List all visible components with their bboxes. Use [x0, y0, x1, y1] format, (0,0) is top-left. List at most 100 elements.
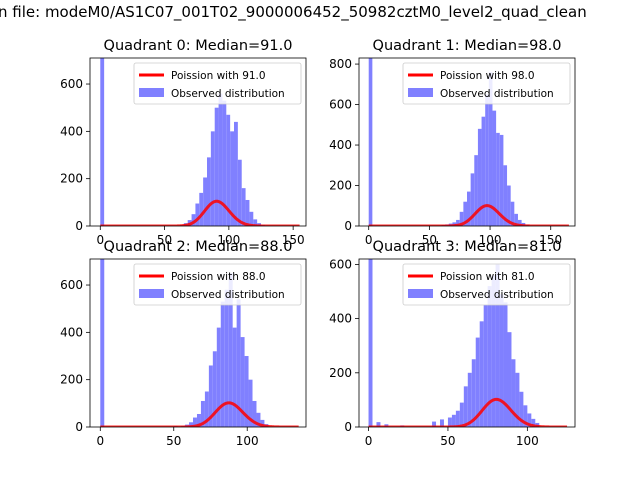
- histogram-bar: [523, 405, 528, 427]
- histogram-bar: [463, 386, 468, 427]
- histogram-bar: [531, 418, 536, 427]
- histogram-bar: [368, 259, 373, 427]
- quadrant-2-title: Quadrant 2: Median=88.0: [104, 239, 293, 255]
- x-tick-label: 150: [539, 233, 562, 247]
- legend-box: [402, 62, 571, 105]
- legend-box: [133, 62, 302, 105]
- histogram-bar: [514, 213, 518, 226]
- histogram-bar: [479, 321, 484, 427]
- legend-bar-swatch: [139, 88, 164, 97]
- y-tick-label: 200: [329, 179, 352, 193]
- histogram-bar: [463, 201, 467, 226]
- x-tick-label: 50: [440, 434, 455, 448]
- histogram-bar: [224, 289, 229, 427]
- histogram-bar: [519, 391, 524, 427]
- histogram-bar: [483, 305, 488, 427]
- axes-frame: [358, 57, 576, 227]
- x-tick-label: 100: [236, 434, 259, 448]
- quadrant-3-title: Quadrant 3: Median=81.0: [373, 239, 562, 255]
- y-tick-label: 600: [329, 257, 352, 271]
- legend-entry-poisson: Poission with 98.0: [440, 70, 535, 82]
- y-tick-label: 400: [60, 124, 83, 138]
- legend: Poission with 88.0 Observed distribution: [133, 263, 302, 306]
- histogram-bar: [253, 219, 258, 226]
- histogram-bar: [195, 203, 200, 226]
- histogram-bar: [496, 132, 500, 226]
- histogram-bar: [485, 94, 489, 226]
- histogram-bar: [455, 410, 460, 427]
- histogram-bar: [240, 337, 245, 427]
- legend-entry-observed: Observed distribution: [171, 289, 285, 301]
- histogram-bar: [245, 199, 250, 226]
- histogram-bar: [368, 58, 373, 226]
- histogram-bar: [456, 219, 460, 226]
- x-tick-label: 50: [422, 233, 437, 247]
- y-tick-label: 0: [75, 219, 83, 233]
- y-tick-label: 200: [60, 172, 83, 186]
- histogram-bar: [507, 332, 512, 427]
- legend-entry-observed: Observed distribution: [440, 289, 554, 301]
- y-tick-label: 400: [60, 325, 83, 339]
- legend-bar-swatch: [408, 88, 433, 97]
- quadrant-3-plot-area: [367, 259, 568, 427]
- histogram-bar: [256, 412, 261, 427]
- histogram-bar: [470, 173, 475, 226]
- histogram-bar: [471, 359, 476, 427]
- histogram-bar: [232, 327, 237, 427]
- histogram-bar: [204, 391, 209, 427]
- histogram-bar: [207, 157, 211, 226]
- y-tick-label: 0: [344, 420, 352, 434]
- histogram-bar: [511, 359, 516, 427]
- histogram-bar: [212, 351, 217, 427]
- histogram-bar: [467, 191, 471, 226]
- poisson-line: [367, 397, 568, 427]
- legend-entry-poisson: Poission with 91.0: [171, 70, 266, 82]
- x-tick-label: 100: [479, 233, 502, 247]
- histogram-bar: [236, 299, 241, 427]
- x-tick-label: 0: [365, 233, 373, 247]
- histogram-bar: [440, 419, 444, 427]
- histogram-bar: [244, 356, 249, 427]
- histogram-bar: [100, 58, 105, 226]
- y-tick-label: 400: [329, 312, 352, 326]
- histogram-bar: [189, 422, 194, 427]
- x-tick-label: 50: [166, 434, 181, 448]
- x-tick-label: 150: [282, 233, 305, 247]
- histogram-bar: [503, 165, 508, 226]
- histogram-bar: [196, 413, 201, 427]
- poisson-line: [99, 401, 300, 427]
- histogram-bar: [481, 116, 486, 226]
- histogram-bar: [248, 379, 253, 427]
- legend: Poission with 98.0 Observed distribution: [402, 62, 571, 105]
- histogram-bar: [459, 402, 464, 427]
- legend-box: [133, 263, 302, 306]
- y-tick-label: 0: [344, 219, 352, 233]
- histogram-bar: [237, 159, 242, 226]
- histogram-bar: [208, 365, 213, 427]
- quadrant-2-chart: 0 50 100 0 200 400 600 Quadrant 2: Median=88.0 P…: [60, 239, 307, 448]
- histogram-bar: [499, 294, 504, 427]
- histogram-bar: [474, 155, 478, 226]
- y-tick-label: 400: [329, 138, 352, 152]
- histogram-bar: [226, 114, 231, 226]
- histogram-bar: [214, 107, 219, 226]
- legend-entry-poisson: Poission with 88.0: [171, 271, 266, 283]
- legend-entry-observed: Observed distribution: [440, 88, 554, 100]
- histogram-bar: [477, 128, 482, 226]
- histogram-bar: [488, 72, 493, 226]
- histogram-bar: [249, 211, 254, 226]
- histogram-bar: [203, 177, 207, 226]
- y-tick-label: 600: [60, 77, 83, 91]
- quadrant-3-chart: 0 50 100 0 200 400 600 Quadrant 3: Median=81.0 P…: [329, 239, 576, 448]
- axes-frame: [358, 258, 576, 428]
- histogram-bar: [510, 201, 515, 226]
- histogram-bar: [527, 413, 532, 427]
- quadrant-1-chart: 0 50 100 150 0 200 400 600 800 Quadrant 1: Median…: [329, 38, 576, 247]
- histogram-bar: [252, 400, 257, 427]
- quadrant-2-plot-area: [99, 259, 300, 427]
- histogram-bar: [216, 327, 221, 427]
- x-tick-label: 50: [157, 233, 172, 247]
- histogram-bar: [100, 259, 105, 427]
- histogram-bar: [234, 121, 238, 226]
